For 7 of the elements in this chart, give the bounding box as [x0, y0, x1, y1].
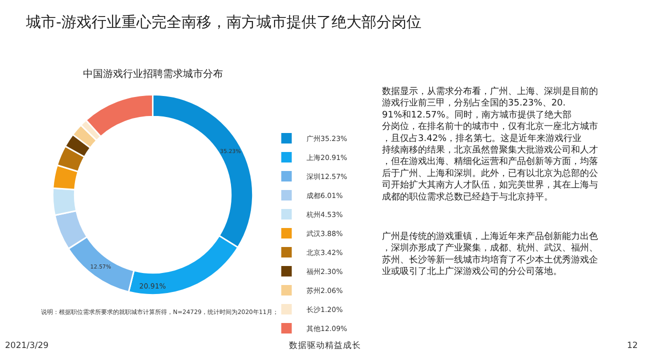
- text: 12: [627, 341, 638, 351]
- text: 数据显示，从需求分布看，广州、上海、深圳是目前的游戏行业前三甲，分别占全国的35.23%、20.91%和12.57%。同时，南方城市提供了绝大部分岗位，在排名前十的城市中，仅有北京一座北方城市，且仅占3.42%，排名第七。这是近年来游戏行业持续南移的结果，北京虽然曾聚集大批游戏公司和人才，但在游戏出海、精细化运营和产品创新等方面，均落后于广州、上海和深圳。此外，已有以北京为总部的公司开始扩大其南方人才队伍，如完美世界，其在上海与成都的职位需求总数已经趋于与北京持平。: [382, 87, 598, 202]
- chart-subtitle: 中国游戏行业招聘需求城市分布: [83, 68, 223, 80]
- text: 广州是传统的游戏重镇，上海近年来产品创新能力出色，深圳亦形成了产业聚集，成都、杭州、武汉、福州、苏州、长沙等新一线城市均培育了不少本土优秀游戏企业或吸引了北上广深游戏公司的分公司落地。: [382, 231, 598, 278]
- chart-title: 城市-游戏行业重心完全南移，南方城市提供了绝大部分岗位: [25, 12, 422, 31]
- text: 数据驱动精益成长: [289, 340, 361, 351]
- text: 2021/3/29: [5, 341, 49, 351]
